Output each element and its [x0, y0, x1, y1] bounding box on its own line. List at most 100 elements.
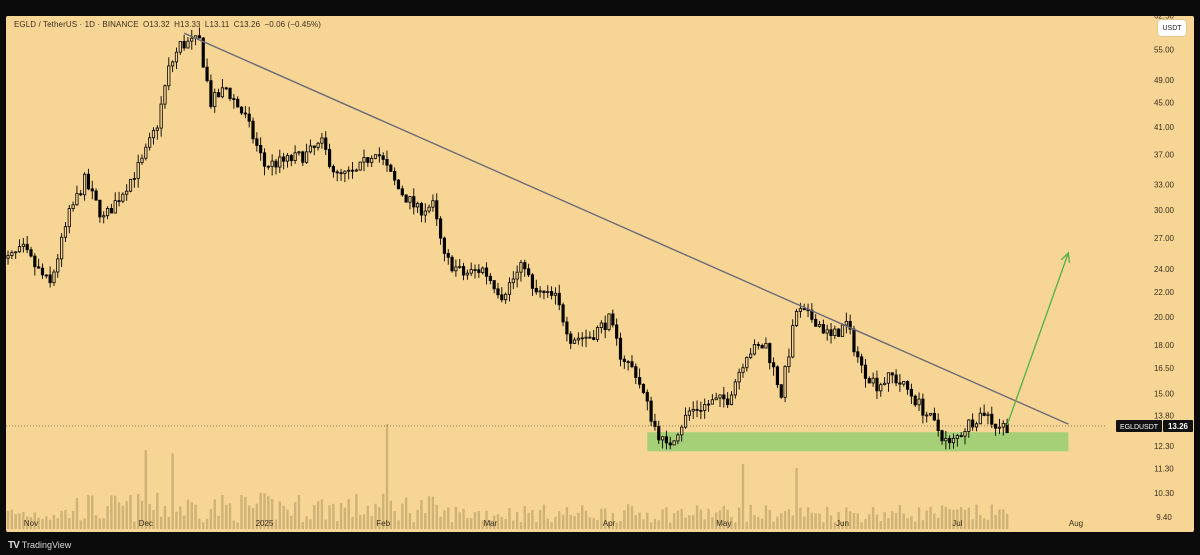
volume-bar: [826, 506, 829, 529]
candle-body: [940, 430, 944, 442]
volume-bar: [416, 509, 419, 529]
candle-body: [722, 394, 726, 400]
candle-body: [990, 413, 994, 425]
volume-bar: [83, 518, 86, 529]
candle-body: [706, 403, 711, 406]
volume-bar: [236, 522, 239, 529]
volume-bar: [121, 505, 125, 529]
volume-bar: [454, 506, 458, 529]
candle-body: [546, 291, 550, 294]
volume-bar: [71, 510, 75, 529]
volume-bar: [894, 513, 898, 529]
volume-bar: [18, 513, 21, 529]
volume-bar: [156, 492, 159, 529]
symbol-label: EGLD / TetherUS · 1D · BINANCE: [14, 20, 139, 29]
volume-bar: [68, 518, 71, 529]
volume-bar: [466, 518, 469, 529]
candle-body: [393, 171, 397, 181]
x-tick-label: Jul: [952, 519, 962, 528]
candle-body: [829, 329, 833, 337]
volume-bar: [986, 519, 990, 529]
candle-body: [79, 193, 83, 196]
volume-bar: [270, 499, 274, 529]
volume-bar: [290, 515, 293, 529]
volume-bar: [512, 520, 515, 529]
volume-bar: [864, 518, 867, 529]
volume-bar: [412, 522, 415, 529]
candle-body: [814, 318, 818, 327]
volume-bar: [251, 507, 255, 529]
y-tick-label: 33.00: [1154, 181, 1175, 190]
volume-bar: [550, 522, 553, 529]
volume-bar: [737, 507, 741, 529]
volume-bar: [179, 506, 182, 529]
candle-body: [21, 243, 25, 247]
y-tick-label: 16.50: [1154, 364, 1175, 373]
tradingview-footer[interactable]: TV TradingView: [8, 538, 71, 552]
candle-body: [492, 280, 496, 290]
volume-bar: [267, 496, 270, 529]
candle-body: [10, 252, 14, 256]
candle-body: [60, 236, 64, 260]
candle-body: [216, 92, 221, 98]
volume-bar: [167, 517, 170, 529]
candle-body: [821, 324, 825, 334]
candle-body: [331, 166, 335, 173]
candle-body: [40, 267, 45, 276]
candle-body: [274, 160, 278, 168]
candle-body: [886, 372, 891, 384]
candle-body: [159, 103, 163, 129]
volume-bar: [653, 518, 657, 529]
y-tick-label: 20.00: [1154, 313, 1175, 322]
y-tick-label: 10.30: [1154, 489, 1175, 498]
candle-body: [347, 169, 351, 172]
candle-body: [661, 436, 665, 441]
x-tick-label: Apr: [603, 519, 616, 528]
candle-body: [653, 420, 657, 428]
support-zone: [647, 432, 1069, 452]
y-tick-label: 49.00: [1154, 76, 1175, 85]
volume-bar: [359, 514, 362, 529]
candle-body: [986, 413, 990, 416]
volume-bar: [60, 510, 63, 529]
volume-bar: [159, 516, 163, 529]
volume-bar: [959, 506, 963, 529]
candle-body: [90, 188, 94, 192]
price-chart[interactable]: 62.50 55.00 49.00 45.00 41.00 37.00 33.00 30.00…: [6, 16, 1194, 532]
candle-body: [630, 361, 634, 368]
volume-bar: [588, 517, 592, 529]
volume-bar: [841, 521, 844, 529]
volume-bar: [665, 507, 668, 529]
candle-body: [48, 274, 52, 284]
volume-bar: [680, 508, 683, 529]
candle-body: [171, 61, 175, 67]
volume-bar: [833, 522, 837, 529]
candle-body: [163, 85, 167, 105]
candle-body: [867, 377, 871, 384]
candle-body: [527, 268, 531, 276]
volume-bar: [343, 507, 347, 529]
candle-body: [105, 207, 110, 217]
candle-body: [270, 160, 274, 167]
candle-body: [297, 151, 301, 154]
candle-body: [511, 278, 515, 284]
currency-badge[interactable]: USDT: [1158, 20, 1186, 36]
candle-body: [718, 394, 722, 399]
volume-bars: [6, 424, 1009, 529]
candle-body: [856, 351, 860, 358]
volume-bar: [852, 512, 856, 529]
volume-bar: [699, 509, 703, 529]
volume-bar: [393, 511, 396, 529]
volume-bar: [420, 500, 423, 529]
volume-bar: [431, 496, 435, 529]
volume-bar: [822, 522, 825, 529]
x-tick-label: Jun: [836, 519, 849, 528]
candle-body: [745, 357, 749, 369]
chart-panel[interactable]: 62.50 55.00 49.00 45.00 41.00 37.00 33.00 30.00…: [6, 16, 1194, 532]
volume-bar: [515, 511, 519, 529]
volume-bar: [320, 499, 324, 529]
candle-body: [316, 142, 320, 148]
candle-body: [944, 437, 948, 442]
volume-bar: [129, 495, 132, 529]
candle-body: [860, 356, 864, 366]
